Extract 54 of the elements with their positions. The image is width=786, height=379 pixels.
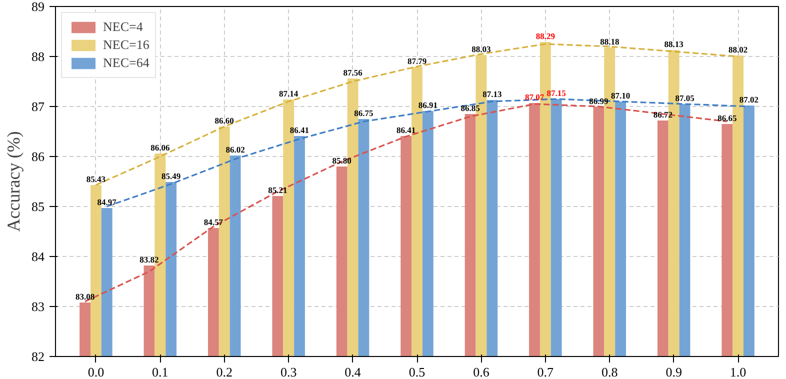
y-axis-title: Accuracy (%) — [4, 131, 24, 232]
y-tick-label: 84 — [32, 249, 45, 264]
x-tick-label: 0.7 — [537, 364, 554, 379]
data-label: 86.06 — [150, 142, 170, 152]
x-tick-label: 0.8 — [602, 364, 618, 379]
legend-label: NEC=4 — [103, 19, 143, 35]
data-label: 87.79 — [407, 56, 427, 66]
x-tick-label: 1.0 — [730, 364, 746, 379]
data-label: 85.43 — [86, 174, 106, 184]
data-label: 85.49 — [162, 171, 181, 181]
y-tick-label: 89 — [32, 0, 44, 14]
data-label: 87.07 — [524, 92, 545, 102]
data-label: 88.29 — [536, 31, 555, 41]
data-label: 86.85 — [460, 103, 480, 113]
x-tick-label: 0.2 — [216, 364, 232, 379]
x-tick-label: 0.5 — [408, 364, 426, 379]
data-label: 85.80 — [332, 156, 352, 166]
data-label: 88.13 — [664, 39, 684, 49]
x-tick-label: 0.1 — [152, 364, 168, 379]
y-tick-label: 85 — [32, 199, 44, 214]
data-label: 84.57 — [204, 217, 224, 227]
data-label: 83.08 — [75, 292, 95, 302]
data-label: 84.97 — [97, 197, 118, 207]
data-label: 87.56 — [343, 68, 362, 78]
x-tick-label: 0.0 — [88, 364, 104, 379]
data-label: 87.13 — [482, 89, 502, 99]
data-label: 86.41 — [290, 125, 310, 135]
data-label: 87.02 — [739, 94, 759, 104]
y-tick-label: 86 — [32, 149, 45, 164]
data-label: 86.75 — [354, 108, 374, 118]
data-label: 88.03 — [472, 44, 491, 54]
data-label: 87.05 — [675, 93, 694, 103]
data-label: 87.14 — [279, 88, 299, 98]
data-label: 87.10 — [610, 90, 630, 100]
legend-label: NEC=64 — [103, 55, 150, 71]
x-tick-label: 0.9 — [666, 364, 682, 379]
data-label: 86.02 — [226, 144, 245, 154]
data-label: 86.60 — [214, 116, 234, 126]
data-label: 86.41 — [396, 125, 416, 135]
data-label: 88.18 — [600, 36, 620, 46]
data-label: 86.65 — [718, 113, 737, 123]
legend-label: NEC=16 — [103, 37, 150, 53]
data-label: 87.15 — [546, 88, 566, 98]
x-tick-label: 0.3 — [280, 364, 297, 379]
x-tick-label: 0.4 — [344, 364, 362, 379]
data-label: 83.82 — [140, 254, 159, 264]
y-tick-label: 88 — [32, 49, 44, 64]
y-tick-label: 83 — [32, 299, 44, 314]
data-label: 85.21 — [268, 185, 288, 195]
y-tick-label: 87 — [32, 99, 45, 114]
x-tick-label: 0.6 — [473, 364, 490, 379]
y-tick-label: 82 — [32, 349, 44, 364]
data-label: 88.02 — [728, 44, 748, 54]
data-label: 86.91 — [418, 100, 438, 110]
